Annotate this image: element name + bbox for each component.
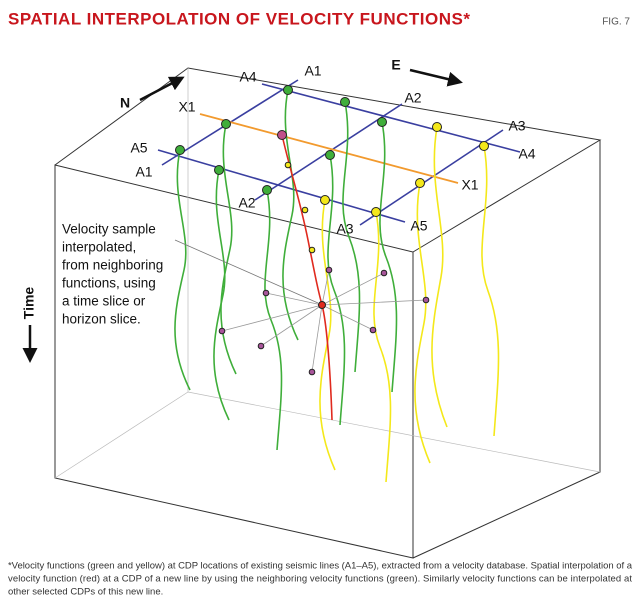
spoke (321, 299, 427, 306)
line-label: A2 (404, 90, 421, 106)
cdp-points (175, 85, 489, 376)
yellow-cdp (320, 195, 330, 205)
figure-number: FIG. 7 (602, 17, 630, 28)
yellow-cdp (432, 122, 442, 132)
new-cdp (277, 130, 287, 140)
green-cdp (221, 119, 231, 129)
green-cdp (283, 85, 293, 95)
line-label: A5 (130, 140, 147, 156)
neighbor-sample (422, 296, 430, 304)
velocity-functions (174, 89, 500, 483)
velocity-curve (213, 169, 230, 421)
velocity-curve (379, 121, 398, 393)
time-sample (284, 161, 292, 169)
neighbor-sample (369, 326, 377, 334)
yellow-cdp (479, 141, 489, 151)
time-sample (301, 206, 309, 214)
velocity-curve (174, 149, 191, 391)
velocity-curve (373, 211, 392, 483)
neighbor-sample (218, 327, 226, 335)
yellow-cdp (371, 207, 381, 217)
spoke (260, 304, 323, 347)
time-label: Time (21, 287, 37, 320)
line-label: A5 (410, 218, 427, 234)
title: SPATIAL INTERPOLATION OF VELOCITY FUNCTI… (8, 9, 470, 28)
spoke (321, 304, 374, 331)
green-cdp (175, 145, 185, 155)
annotation-pointer (174, 239, 319, 304)
annotation-line: Velocity sample (62, 222, 156, 237)
green-cdp (340, 97, 350, 107)
line-label: A3 (508, 118, 525, 134)
spoke (265, 292, 323, 306)
interpolated-curve (281, 134, 333, 421)
east-arrow (409, 68, 463, 87)
velocity-curve (342, 101, 361, 373)
neighbor-sample (380, 269, 388, 277)
caption-line: velocity function (red) at a CDP of a ne… (8, 574, 632, 585)
line-label: X1 (461, 177, 478, 193)
caption-line: other selected CDPs of this new line. (8, 587, 163, 598)
velocity-curve (220, 123, 237, 375)
velocity-curve (264, 189, 283, 451)
velocity-curve (319, 199, 336, 471)
line-label: X1 (178, 99, 195, 115)
annotation-line: horizon slice. (62, 312, 141, 327)
spoke (321, 272, 385, 306)
line-label: A1 (304, 63, 321, 79)
line-label: A1 (135, 164, 152, 180)
green-cdp (214, 165, 224, 175)
annotation-line: a time slice or (62, 294, 146, 309)
line-label: A2 (238, 195, 255, 211)
interpolated-sample (318, 301, 326, 309)
neighbor-sample (325, 266, 333, 274)
velocity-curve (431, 126, 448, 428)
annotation: Velocity sample interpolated, from neighbo… (62, 222, 163, 327)
caption: *Velocity functions (green and yellow) a… (8, 561, 633, 598)
velocity-curve (481, 145, 500, 437)
green-cdp (262, 185, 272, 195)
velocity-curve (414, 182, 431, 464)
interpolation-lines (221, 269, 427, 373)
north-arrow (139, 76, 185, 102)
annotation-line: functions, using (62, 276, 156, 291)
caption-line: *Velocity functions (green and yellow) a… (8, 561, 633, 572)
time-sample (308, 246, 316, 254)
line-label: A3 (336, 221, 353, 237)
east-label: E (391, 57, 400, 73)
north-label: N (120, 95, 130, 111)
neighbor-sample (262, 289, 270, 297)
yellow-cdp (415, 178, 425, 188)
annotation-line: interpolated, (62, 240, 136, 255)
neighbor-sample (257, 342, 265, 350)
volume-box (54, 67, 602, 559)
spoke (321, 269, 330, 306)
velocity-curve (327, 154, 346, 426)
line-label: A4 (239, 69, 256, 85)
annotation-line: from neighboring (62, 258, 163, 273)
line-label: A4 (518, 146, 535, 162)
green-cdp (325, 150, 335, 160)
green-cdp (377, 117, 387, 127)
spoke (311, 304, 323, 373)
neighbor-sample (308, 368, 316, 376)
spoke (221, 304, 323, 332)
velocity-curve (282, 89, 299, 341)
